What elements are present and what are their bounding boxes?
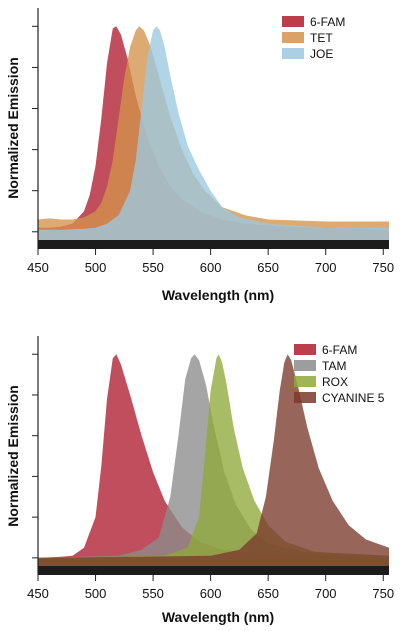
y-axis-title: Normalized Emission xyxy=(5,385,21,527)
x-axis-title: Wavelength (nm) xyxy=(162,287,274,303)
x-tick-label-700: 700 xyxy=(315,586,337,601)
x-tick-label-500: 500 xyxy=(85,586,107,601)
x-tick-label-650: 650 xyxy=(257,586,279,601)
x-tick-label-550: 550 xyxy=(142,260,164,275)
plot-base-band xyxy=(38,240,389,249)
x-tick-label-750: 750 xyxy=(372,260,394,275)
x-tick-label-450: 450 xyxy=(27,260,49,275)
legend: 6-FAM TET JOE xyxy=(282,15,345,61)
y-ticks xyxy=(32,353,38,559)
x-tick-label-600: 600 xyxy=(200,260,222,275)
x-tick-label-600: 600 xyxy=(200,586,222,601)
x-tick-label-650: 650 xyxy=(257,260,279,275)
series-6-fam-area xyxy=(38,354,389,566)
legend-label-tam: TAM xyxy=(322,359,346,373)
y-ticks xyxy=(32,25,38,233)
x-tick-label-700: 700 xyxy=(315,260,337,275)
legend-swatch-6-fam xyxy=(282,16,304,27)
x-tick-label-750: 750 xyxy=(372,586,394,601)
plot-base-band xyxy=(38,566,389,575)
legend-swatch-joe xyxy=(282,48,304,59)
legend-label-6-fam: 6-FAM xyxy=(322,343,357,357)
x-tick-label-500: 500 xyxy=(85,260,107,275)
legend-label-cyanine-5: CYANINE 5 xyxy=(322,391,385,405)
legend: 6-FAM TAM ROX CYANINE 5 xyxy=(294,343,385,405)
legend-label-joe: JOE xyxy=(310,47,333,61)
series-tet-area xyxy=(38,26,389,240)
x-ticks: 450 500 550 600 650 700 750 xyxy=(27,249,394,275)
series-rox-area xyxy=(38,354,389,566)
x-tick-label-450: 450 xyxy=(27,586,49,601)
legend-swatch-tet xyxy=(282,32,304,43)
series-layer xyxy=(38,354,389,566)
x-ticks: 450 500 550 600 650 700 750 xyxy=(27,575,394,601)
legend-label-rox: ROX xyxy=(322,375,348,389)
legend-swatch-6-fam xyxy=(294,344,316,355)
series-cyanine-5-area xyxy=(38,354,389,566)
series-joe-area xyxy=(38,26,389,240)
series-layer xyxy=(38,26,389,240)
chart-top: 450 500 550 600 650 700 750 Normalized Emissio… xyxy=(5,8,394,303)
legend-swatch-rox xyxy=(294,376,316,387)
legend-swatch-cyanine-5 xyxy=(294,392,316,403)
x-tick-label-550: 550 xyxy=(142,586,164,601)
chart-bottom: 450 500 550 600 650 700 750 Normalized Emissio… xyxy=(5,336,394,625)
legend-swatch-tam xyxy=(294,360,316,371)
x-axis-title: Wavelength (nm) xyxy=(162,609,274,625)
legend-label-6-fam: 6-FAM xyxy=(310,15,345,29)
y-axis-title: Normalized Emission xyxy=(5,57,21,199)
legend-label-tet: TET xyxy=(310,31,333,45)
